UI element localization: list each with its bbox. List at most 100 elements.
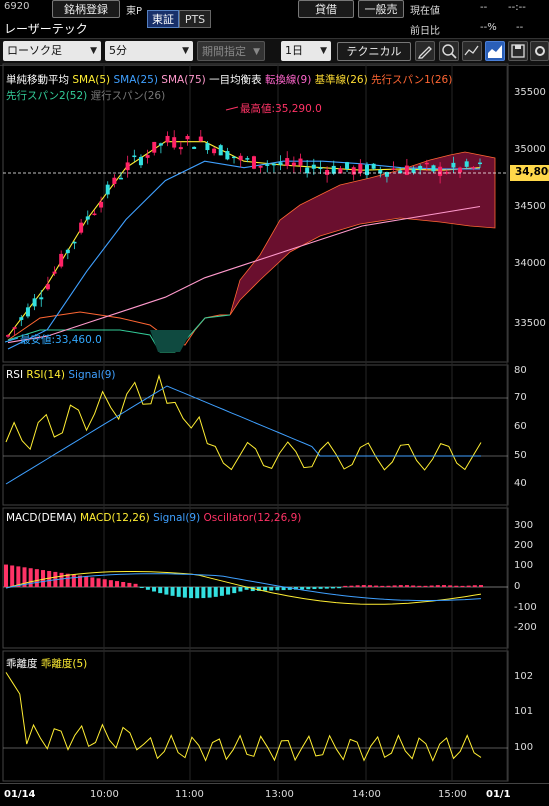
legend-sma25[interactable]: SMA(25) [113,74,158,86]
candle-body [138,156,143,166]
dev-line-label[interactable]: 乖離度(5) [40,658,88,670]
legend-sma75[interactable]: SMA(75) [161,74,206,86]
candle-body [92,213,97,216]
technical-button[interactable]: テクニカル [337,42,411,61]
macd-histogram-bar [226,587,231,595]
candle-body [19,317,24,320]
prev-change-value: -- [480,2,488,13]
rsi-axis-label: 50 [514,450,527,461]
macd-histogram-bar [4,564,8,587]
candle-body [351,167,356,175]
macd-histogram-bar [441,585,446,587]
macd-histogram-bar [158,587,163,594]
zoom-button[interactable] [439,41,459,61]
macd-histogram-bar [127,582,132,587]
time-axis-label: 10:00 [90,789,119,800]
legend-tenkan[interactable]: 転換線(9) [264,74,312,86]
trend-icon [464,45,479,56]
macd-histogram-bar [318,587,323,589]
chevron-down-icon: ▼ [320,46,327,56]
legend-kijun[interactable]: 基準線(26) [314,74,368,86]
macd-histogram-bar [96,578,101,587]
candle-body [418,165,423,170]
macd-signal-label[interactable]: Signal(9) [153,512,201,524]
candle-body [371,163,376,169]
area-chart-button[interactable] [485,41,505,61]
chart-type-value: ローソク足 [7,44,62,57]
time-axis-label: 15:00 [438,789,467,800]
macd-histogram-bar [398,585,403,587]
macd-histogram-bar [47,570,52,587]
settings-button[interactable] [530,41,549,61]
tab-tse[interactable]: 東証 [147,10,179,28]
save-button[interactable] [508,41,528,61]
days-select[interactable]: 1日 ▼ [281,41,331,61]
chevron-down-icon: ▼ [253,47,260,57]
general-sell-button[interactable]: 一般売 [358,0,404,18]
macd-histogram-bar [269,587,274,591]
interval-select[interactable]: 5分 ▼ [105,41,193,61]
candle-body [251,156,256,169]
candle-body [258,165,263,168]
candle-body [245,158,250,160]
tab-pts[interactable]: PTS [179,10,211,28]
candle-body [32,298,37,307]
candle-body [79,222,84,233]
macd-line-label[interactable]: MACD(12,26) [79,512,150,524]
dev-axis-label: 101 [514,706,534,717]
macd-histogram-bar [145,587,150,590]
price-axis-label: 34500 [514,201,546,212]
candle-body [225,151,230,160]
macd-histogram-bar [435,585,440,587]
stock-name: レーザーテック [4,22,88,36]
trend-button[interactable] [462,41,482,61]
time-axis [0,783,549,806]
legend-span2[interactable]: 先行スパン2(52) [6,90,88,102]
macd-histogram-bar [392,585,397,587]
candle-body [25,307,30,317]
rsi-signal-label[interactable]: Signal(9) [68,369,116,381]
current-price-value: --:-- [508,2,526,13]
candle-body [105,184,110,195]
prev-change-pct: --% [480,22,497,33]
rsi-axis-label: 80 [514,365,527,376]
credit-lending-button[interactable]: 貸借 [298,0,354,18]
macd-histogram-bar [423,585,428,587]
candle-body [458,167,463,173]
dev-legend: 乖離度 乖離度(5) [6,656,87,671]
legend-chikou[interactable]: 遅行スパン(26) [90,90,166,102]
register-button[interactable]: 銘柄登録 [52,0,120,18]
macd-histogram-bar [293,587,298,590]
legend-sma-title: 単純移動平均 [6,74,69,86]
candle-body [325,169,330,175]
macd-histogram-bar [176,587,181,597]
macd-histogram-bar [108,580,113,587]
candle-body [12,327,17,329]
macd-histogram-bar [417,585,422,587]
macd-osc-label[interactable]: Oscillator(12,26,9) [203,512,302,524]
period-value: 期間指定 [202,45,246,58]
macd-histogram-bar [355,585,360,587]
macd-histogram-bar [330,587,335,589]
candle-body [471,167,476,169]
period-select[interactable]: 期間指定 ▼ [197,41,265,61]
macd-histogram-bar [429,585,434,587]
dev-axis-label: 102 [514,671,534,682]
chart-type-select[interactable]: ローソク足 ▼ [3,41,101,61]
candle-body [72,241,77,244]
candle-body [278,162,283,165]
macd-histogram-bar [244,587,249,590]
dev-axis-label: 100 [514,742,534,753]
candle-body [318,167,323,169]
candle-body [39,297,44,300]
macd-histogram-bar [466,585,471,587]
draw-pencil-button[interactable] [415,41,435,61]
macd-histogram-bar [121,582,126,587]
candle-body [265,164,270,166]
legend-sma5[interactable]: SMA(5) [72,74,111,86]
macd-histogram-bar [472,585,477,587]
candle-body [391,168,396,170]
rsi-line-label[interactable]: RSI(14) [26,369,66,381]
legend-span1[interactable]: 先行スパン1(26) [371,74,453,86]
